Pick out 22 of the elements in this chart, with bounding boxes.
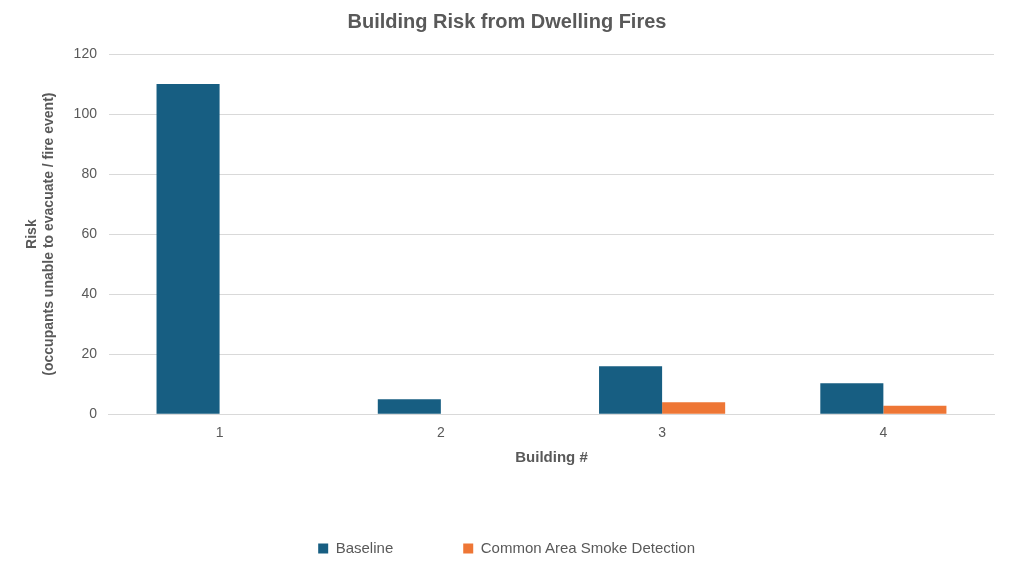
- y-axis-title: Risk (occupants unable to evacuate / fire event): [23, 92, 57, 376]
- legend-label: Common Area Smoke Detection: [480, 538, 695, 556]
- bar: [820, 383, 884, 414]
- y-tick-label: 100: [73, 104, 98, 121]
- y-tick-label: 80: [81, 164, 98, 181]
- chart-title: Building Risk from Dwelling Fires: [347, 9, 667, 32]
- x-tick-label: 1: [215, 424, 224, 441]
- y-tick-label: 20: [81, 345, 98, 362]
- legend-label: Baseline: [335, 538, 394, 556]
- y-tick-label: 0: [89, 405, 98, 422]
- x-tick-label: 3: [658, 424, 667, 441]
- x-tick-label: 2: [436, 424, 445, 441]
- bar: [883, 405, 947, 414]
- y-tick-label: 120: [73, 44, 98, 61]
- y-tick-label: 60: [81, 224, 98, 241]
- bar: [599, 366, 663, 414]
- y-tick-label: 40: [81, 284, 98, 301]
- bar: [377, 399, 441, 414]
- x-axis-title: Building #: [515, 448, 589, 466]
- bar: [662, 402, 726, 414]
- x-tick-label: 4: [879, 424, 888, 441]
- bar: [156, 84, 220, 414]
